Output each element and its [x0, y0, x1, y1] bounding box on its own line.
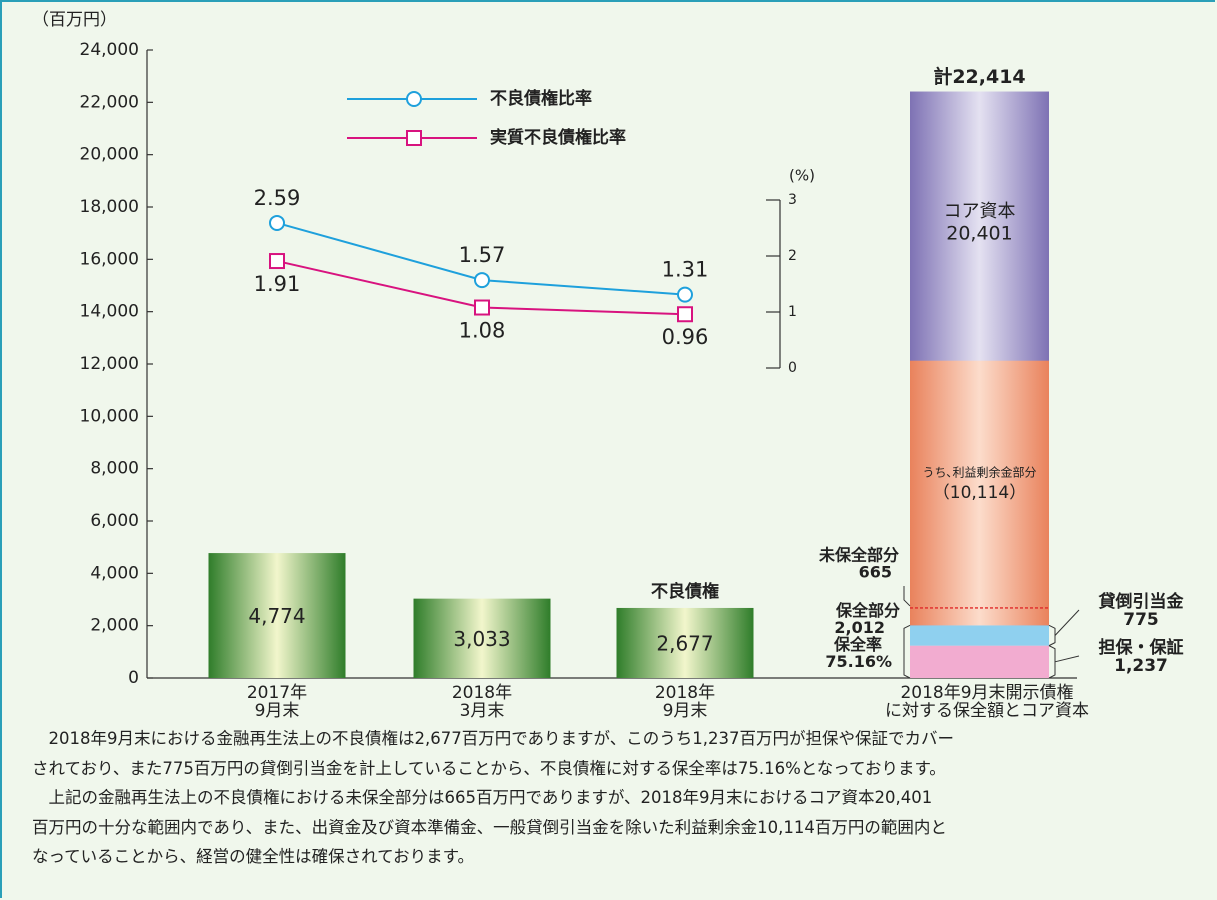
paragraph: 上記の金融再生法上の不良債権における未保全部分は665百万円でありますが、201… [32, 783, 1202, 872]
point-label: 2.59 [254, 186, 301, 210]
y2-tick-label: 1 [788, 304, 797, 320]
marker [269, 253, 285, 270]
description: 2018年9月末における金融再生法上の不良債権は2,677百万円でありますが、こ… [32, 724, 1202, 872]
coverage-value-label: 2,012 [834, 618, 885, 637]
x-tick-label: 2018年 [452, 683, 512, 703]
y-tick-label: 20,000 [80, 145, 139, 165]
point-label: 1.91 [254, 272, 301, 296]
legend-marker [406, 130, 422, 146]
segment-name: 担保・保証 [1099, 637, 1184, 658]
bracket [903, 624, 911, 679]
paragraph: 2018年9月末における金融再生法上の不良債権は2,677百万円でありますが、こ… [32, 724, 1202, 783]
coverage-rate-label: 75.16% [825, 652, 892, 671]
y2-tick-label: 3 [788, 192, 797, 208]
x-tick-label: 2017年 [247, 683, 307, 703]
legend-label: 不良債権比率 [490, 88, 592, 109]
y-tick-label: 4,000 [90, 563, 139, 583]
x-tick-label: 3月末 [460, 701, 505, 721]
y2-tick-label: 2 [788, 248, 797, 264]
marker [474, 299, 490, 316]
stack-segment [910, 645, 1049, 678]
text-line: 百万円の十分な範囲内であり、また、出資金及び資本準備金、一般貸倒引当金を除いた利… [32, 817, 947, 837]
bar [616, 607, 754, 678]
y-tick-label: 6,000 [90, 511, 139, 531]
bar-annotation: 不良債権 [651, 581, 719, 602]
bar [413, 598, 551, 678]
y-tick-label: 24,000 [80, 40, 139, 60]
sub-segment-name: うち､利益剰余金部分 [922, 465, 1036, 480]
x-tick-label: 2018年9月末開示債権 [900, 683, 1073, 703]
chart: （百万円） 0 2,000 4,000 6,000 8,000 10,000 12,000 1… [32, 10, 1185, 721]
marker [677, 286, 693, 303]
unprotected-name: 未保全部分 [818, 545, 899, 564]
marker [474, 272, 490, 289]
text-line: 2018年9月末における金融再生法上の不良債権は2,677百万円でありますが、こ… [32, 729, 954, 748]
stack-sub-segment [910, 360, 1049, 626]
unprotected-value-label: 665 [859, 562, 892, 581]
y-tick-label: 18,000 [80, 197, 139, 217]
marker [269, 214, 285, 231]
bar-value-label: 3,033 [453, 627, 510, 651]
text-line: なっていることから、経営の健全性は確保されております。 [32, 847, 475, 866]
bracket [1048, 645, 1080, 679]
leader [903, 585, 911, 607]
segment-name: 貸倒引当金 [1098, 591, 1185, 612]
y-tick-label: 10,000 [80, 406, 139, 426]
coverage-rate-name: 保全率 [833, 635, 882, 654]
y-tick-label: 22,000 [80, 92, 139, 112]
text-line: 上記の金融再生法上の不良債権における未保全部分は665百万円でありますが、201… [32, 788, 933, 807]
segment-value-label: 775 [1123, 610, 1159, 630]
y-tick-label: 12,000 [80, 354, 139, 374]
segment-value-label: 20,401 [946, 223, 1012, 245]
legend-marker [406, 91, 422, 107]
legend-label: 実質不良債権比率 [490, 127, 626, 148]
point-label: 0.96 [662, 325, 709, 349]
text-line: されており、また775百万円の貸倒引当金を計上していることから、不良債権に対する… [32, 758, 946, 778]
segment-name: コア資本 [944, 201, 1016, 222]
marker [677, 306, 693, 323]
point-label: 1.57 [459, 243, 506, 267]
point-label: 1.08 [459, 319, 506, 343]
sub-segment-value-label: （10,114） [933, 483, 1026, 503]
x-tick-label: 9月末 [255, 701, 300, 721]
bar-value-label: 4,774 [248, 604, 305, 628]
y-axis-label: （百万円） [32, 10, 117, 30]
y-tick-label: 14,000 [80, 302, 139, 322]
bar [208, 553, 346, 678]
bar-value-label: 2,677 [656, 631, 713, 655]
y2-axis-label: (%) [789, 167, 815, 185]
y2-tick-label: 0 [788, 360, 797, 376]
point-label: 1.31 [662, 258, 709, 282]
y-tick-label: 2,000 [90, 616, 139, 636]
segment-value-label: 1,237 [1114, 656, 1168, 676]
y-tick-label: 0 [128, 668, 139, 688]
y-tick-label: 16,000 [80, 249, 139, 269]
y-tick-label: 8,000 [90, 459, 139, 479]
x-tick-label: 2018年 [655, 683, 715, 703]
coverage-name: 保全部分 [835, 601, 900, 620]
x-tick-label: 9月末 [663, 701, 708, 721]
x-tick-label: に対する保全額とコア資本 [885, 701, 1089, 721]
stack-total-label: 計22,414 [933, 65, 1025, 88]
stack-segment [910, 625, 1049, 646]
bracket [1048, 609, 1080, 647]
